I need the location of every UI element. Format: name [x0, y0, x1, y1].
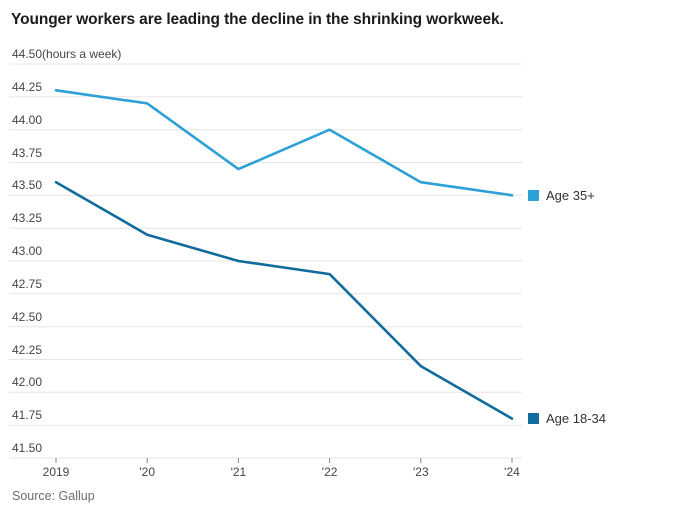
- y-tick-label: 43.75: [12, 145, 43, 160]
- y-tick-label: 41.50: [12, 441, 43, 455]
- y-tick-label: 43.00: [12, 244, 43, 258]
- y-axis-top-label: 44.50(hours a week): [12, 47, 122, 61]
- y-tick-label: 43.50: [12, 178, 43, 193]
- y-tick-label: 43.25: [12, 211, 43, 226]
- y-tick-label: 41.75: [12, 408, 43, 423]
- y-tick-label: 44.00: [12, 112, 43, 127]
- chart-title: Younger workers are leading the decline …: [11, 11, 504, 28]
- legend-swatch-icon: [528, 189, 539, 201]
- x-tick-label: '23: [412, 465, 429, 479]
- legend-label: Age 35+: [546, 187, 595, 203]
- series-line: [54, 89, 514, 197]
- y-tick-label: 42.75: [12, 276, 43, 291]
- y-tick-label: 42.25: [12, 342, 43, 357]
- legend-label: Age 18-34: [546, 411, 606, 427]
- y-tick-label: 42.00: [12, 375, 43, 390]
- series-line: [54, 180, 514, 420]
- x-tick-label: '21: [230, 465, 247, 479]
- y-tick-label: 42.50: [12, 309, 43, 324]
- legend-item: Age 35+: [528, 187, 595, 203]
- x-tick-label: '24: [504, 465, 520, 479]
- y-tick-label: 44.25: [12, 79, 43, 94]
- source-note: Source: Gallup: [12, 489, 95, 503]
- legend-swatch-icon: [528, 413, 539, 425]
- x-tick-label: '20: [139, 465, 156, 479]
- legend-item: Age 18-34: [528, 411, 606, 427]
- x-tick-label: 2019: [42, 465, 70, 479]
- x-tick-label: '22: [321, 465, 338, 479]
